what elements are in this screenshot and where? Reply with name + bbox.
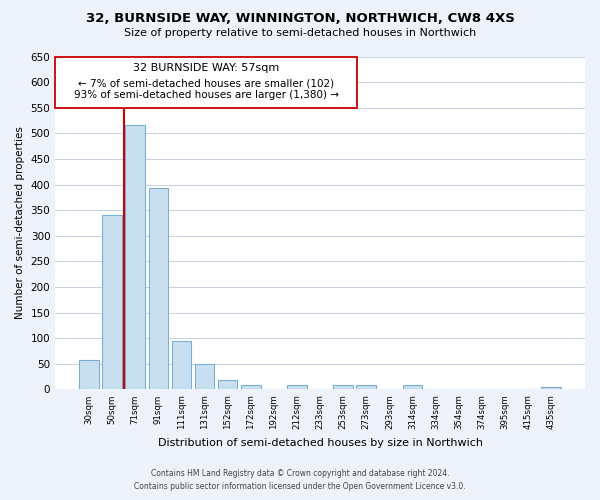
- Bar: [541, 387, 561, 390]
- Bar: [79, 360, 99, 390]
- Text: Contains HM Land Registry data © Crown copyright and database right 2024.
Contai: Contains HM Land Registry data © Crown c…: [134, 469, 466, 491]
- Bar: [172, 341, 191, 390]
- Bar: [103, 216, 122, 390]
- Bar: [287, 386, 307, 390]
- Bar: [149, 188, 168, 390]
- FancyBboxPatch shape: [55, 56, 357, 108]
- Bar: [356, 386, 376, 390]
- Bar: [241, 386, 260, 390]
- Bar: [334, 386, 353, 390]
- Bar: [403, 386, 422, 390]
- Text: 32, BURNSIDE WAY, WINNINGTON, NORTHWICH, CW8 4XS: 32, BURNSIDE WAY, WINNINGTON, NORTHWICH,…: [86, 12, 514, 26]
- X-axis label: Distribution of semi-detached houses by size in Northwich: Distribution of semi-detached houses by …: [158, 438, 482, 448]
- Bar: [125, 125, 145, 390]
- Bar: [195, 364, 214, 390]
- Text: 32 BURNSIDE WAY: 57sqm: 32 BURNSIDE WAY: 57sqm: [133, 63, 279, 73]
- Text: Size of property relative to semi-detached houses in Northwich: Size of property relative to semi-detach…: [124, 28, 476, 38]
- Text: 93% of semi-detached houses are larger (1,380) →: 93% of semi-detached houses are larger (…: [74, 90, 338, 100]
- Bar: [218, 380, 238, 390]
- Text: ← 7% of semi-detached houses are smaller (102): ← 7% of semi-detached houses are smaller…: [78, 78, 334, 88]
- Y-axis label: Number of semi-detached properties: Number of semi-detached properties: [15, 126, 25, 320]
